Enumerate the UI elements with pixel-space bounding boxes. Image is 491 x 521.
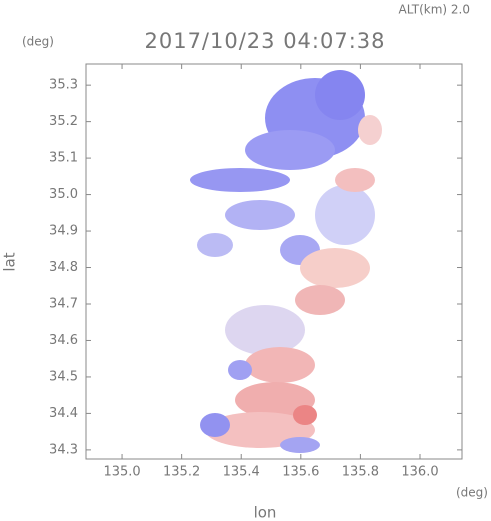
plot-frame [85,63,463,460]
x-axis-label: lon [254,504,277,521]
y-tick-label: 35.1 [49,151,78,166]
y-unit: (deg) [22,35,54,49]
y-tick-label: 34.9 [49,224,78,239]
x-tick-label: 135.0 [103,465,140,480]
x-tick-label: 135.8 [342,465,379,480]
y-tick-label: 34.3 [49,442,78,457]
y-tick-label: 35.0 [49,187,78,202]
y-tick-label: 35.2 [49,114,78,129]
x-tick-label: 136.0 [401,465,438,480]
y-tick-label: 34.5 [49,369,78,384]
x-unit: (deg) [456,486,488,500]
subtitle: ALT(km) 2.0 [399,3,470,17]
chart-title: 2017/10/23 04:07:38 [144,29,385,53]
x-tick-label: 135.4 [223,465,260,480]
y-axis-label: lat [1,252,19,271]
y-tick-label: 34.4 [49,406,78,421]
y-tick-label: 34.8 [49,260,78,275]
y-tick-label: 34.7 [49,296,78,311]
y-tick-label: 34.6 [49,333,78,348]
radar-echo [190,70,382,453]
x-tick-label: 135.6 [282,465,319,480]
y-tick-label: 35.3 [49,78,78,93]
x-tick-label: 135.2 [163,465,200,480]
